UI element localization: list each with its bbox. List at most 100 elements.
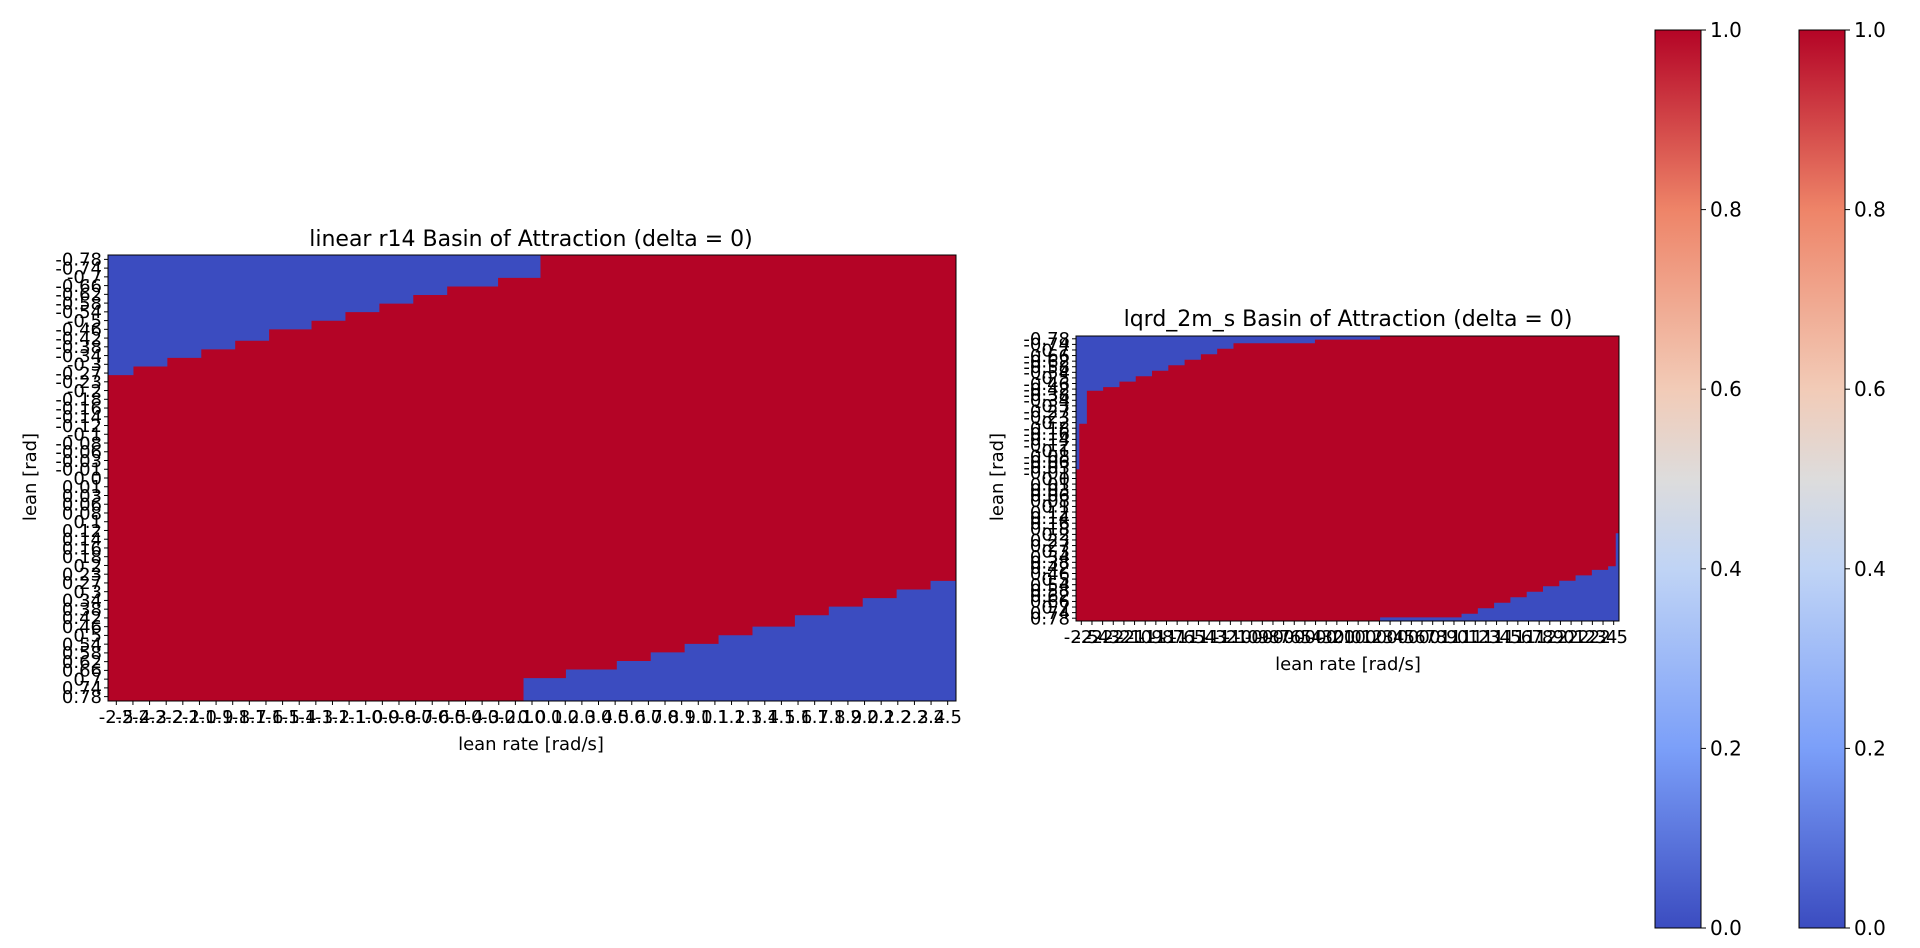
y-tick-label: 0.01 <box>62 477 102 498</box>
x-tick-label: 1.7 <box>1514 627 1543 648</box>
x-tick-label: -0.2 <box>1309 627 1344 648</box>
x-tick-label: -0.7 <box>1255 627 1290 648</box>
y-tick-label: -0.34 <box>1023 391 1070 412</box>
x-tick-label: 1.8 <box>817 707 846 728</box>
y-tick-label: 0.2 <box>73 556 102 577</box>
y-tick-label: -0.58 <box>1023 357 1070 378</box>
colorbar-tick-label: 0.4 <box>1710 557 1742 581</box>
y-tick-label: -0.18 <box>55 390 102 411</box>
y-tick-label: 0.74 <box>1030 603 1070 624</box>
x-axis-label: lean rate [rad/s] <box>458 734 604 755</box>
y-tick-label: -0.5 <box>1035 368 1070 389</box>
y-tick-label: -0.08 <box>1023 446 1070 467</box>
x-tick-label: 0.0 <box>518 707 547 728</box>
x-tick-label: 0.6 <box>617 707 646 728</box>
y-tick-label: -0.66 <box>1023 346 1070 367</box>
y-tick-label: 0.3 <box>1041 541 1070 562</box>
y-tick-label: 0.16 <box>1030 514 1070 535</box>
x-tick-label: -1.4 <box>1181 627 1216 648</box>
x-tick-label: 1.8 <box>1525 627 1554 648</box>
y-tick-label: 0.7 <box>1041 597 1070 618</box>
x-tick-label: 2.0 <box>1546 627 1575 648</box>
x-tick-label: -0.8 <box>1245 627 1280 648</box>
x-tick-label: -1.2 <box>315 707 350 728</box>
x-tick-label: -1.4 <box>282 707 317 728</box>
y-tick-labels: -0.78-0.74-0.7-0.66-0.62-0.58-0.54-0.5-0… <box>1023 329 1076 630</box>
x-tick-label: 2.4 <box>917 707 946 728</box>
x-tick-label: 1.6 <box>1504 627 1533 648</box>
y-tick-label: 0.27 <box>1030 536 1070 557</box>
chart-lqrd-2m-s: lqrd_2m_s Basin of Attraction (delta = 0… <box>987 307 1628 675</box>
y-tick-label: -0.23 <box>1023 407 1070 428</box>
x-tick-label: 0.2 <box>551 707 580 728</box>
x-tick-label: 1.7 <box>800 707 829 728</box>
y-tick-label: -0.27 <box>1023 402 1070 423</box>
x-tick-label: -0.6 <box>1266 627 1301 648</box>
x-tick-label: 1.0 <box>684 707 713 728</box>
colorbar-tick-label: 0.4 <box>1854 557 1886 581</box>
y-tick-label: -0.7 <box>1035 340 1070 361</box>
y-tick-label: -0.42 <box>1023 379 1070 400</box>
colorbar-tick-label: 0.0 <box>1710 916 1742 940</box>
x-tick-label: 2.1 <box>867 707 896 728</box>
x-tick-label: 0.5 <box>1386 627 1415 648</box>
y-tick-labels: -0.78-0.74-0.7-0.66-0.62-0.58-0.54-0.5-0… <box>55 250 108 708</box>
x-tick-label: 2.3 <box>1578 627 1607 648</box>
x-tick-label: 2.0 <box>850 707 879 728</box>
colorbar-tick-label: 0.8 <box>1710 198 1742 222</box>
x-tick-label: 0.0 <box>1333 627 1362 648</box>
y-tick-label: 0.08 <box>62 503 102 524</box>
x-tick-label: 0.1 <box>534 707 563 728</box>
y-tick-label: 0.06 <box>1030 486 1070 507</box>
y-tick-label: -0.06 <box>1023 452 1070 473</box>
x-tick-label: -0.4 <box>1287 627 1322 648</box>
y-tick-label: 0.78 <box>1030 609 1070 630</box>
x-tick-label: -0.6 <box>415 707 450 728</box>
x-axis-label: lean rate [rad/s] <box>1275 654 1421 675</box>
y-tick-label: 0.74 <box>62 678 102 699</box>
y-tick-label: 0.42 <box>62 608 102 629</box>
x-tick-label: 0.3 <box>568 707 597 728</box>
x-tick-label: -1.0 <box>348 707 383 728</box>
x-tick-label: 0.9 <box>667 707 696 728</box>
x-tick-label: 1.1 <box>701 707 730 728</box>
x-tick-label: -1.5 <box>1170 627 1205 648</box>
colorbar-tick-label: 0.2 <box>1710 736 1742 760</box>
heatmap-area <box>107 254 957 702</box>
y-tick-label: 0.5 <box>1041 569 1070 590</box>
y-tick-label: 0.03 <box>1030 480 1070 501</box>
y-tick-label: -0.01 <box>1023 463 1070 484</box>
colorbar-1: 0.0 0.2 0.4 0.6 0.8 1.0 <box>1654 18 1742 940</box>
x-tick-label: -1.2 <box>1202 627 1237 648</box>
x-tick-label: 1.5 <box>767 707 796 728</box>
x-tick-label: -1.5 <box>265 707 300 728</box>
x-tick-label: 1.3 <box>734 707 763 728</box>
y-tick-label: -0.12 <box>55 416 102 437</box>
x-tick-label: -1.6 <box>1160 627 1195 648</box>
y-tick-label: -0.23 <box>55 372 102 393</box>
x-tick-label: 2.2 <box>1567 627 1596 648</box>
x-tick-label: 0.8 <box>1418 627 1447 648</box>
x-tick-label: 1.4 <box>1482 627 1511 648</box>
y-tick-label: -0.16 <box>55 398 102 419</box>
x-tick-label: 2.3 <box>900 707 929 728</box>
x-tick-label: -2.1 <box>1106 627 1141 648</box>
y-tick-label: 0.27 <box>62 573 102 594</box>
x-tick-label: -1.0 <box>1223 627 1258 648</box>
unstable-region-top <box>1076 336 1381 470</box>
x-tick-label: -0.3 <box>465 707 500 728</box>
y-tick-label: -0.46 <box>55 320 102 341</box>
colorbar-ticks: 0.0 0.2 0.4 0.6 0.8 1.0 <box>1845 18 1886 940</box>
x-tick-label: 0.7 <box>1408 627 1437 648</box>
x-tick-label: -1.3 <box>1192 627 1227 648</box>
x-tick-label: 2.5 <box>1599 627 1628 648</box>
y-tick-label: -0.08 <box>55 433 102 454</box>
colorbar-tick-label: 1.0 <box>1710 18 1742 42</box>
colorbar-tick-label: 0.6 <box>1710 377 1742 401</box>
y-tick-label: -0.74 <box>1023 335 1070 356</box>
x-tick-label: -0.1 <box>1319 627 1354 648</box>
x-tick-label: 0.8 <box>651 707 680 728</box>
x-tick-label: 1.6 <box>784 707 813 728</box>
